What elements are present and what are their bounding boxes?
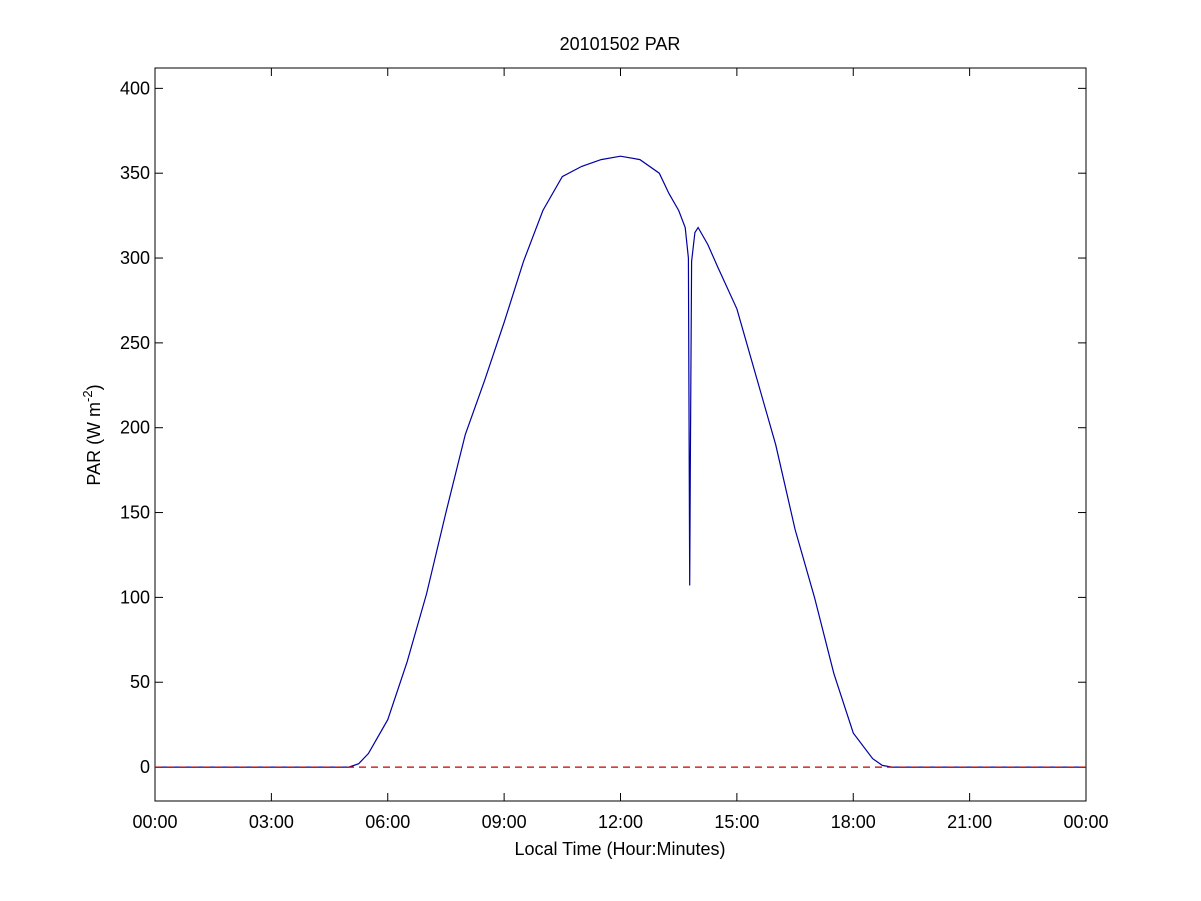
x-tick-label: 03:00	[249, 812, 294, 832]
x-tick-label: 15:00	[714, 812, 759, 832]
y-tick-label: 200	[120, 418, 150, 438]
x-tick-label: 09:00	[482, 812, 527, 832]
y-tick-label: 300	[120, 248, 150, 268]
y-tick-label: 400	[120, 78, 150, 98]
series-layer	[155, 155, 1086, 768]
x-tick-label: 06:00	[365, 812, 410, 832]
x-tick-label: 21:00	[947, 812, 992, 832]
plot-area	[154, 67, 1087, 802]
x-axis: 00:00 03:00 06:00 09:00 12:00 15:00 18:00 21:00…	[132, 68, 1109, 832]
chart-title: 20101502 PAR	[560, 34, 681, 54]
y-tick-label: 350	[120, 163, 150, 183]
y-tick-label: 50	[130, 672, 150, 692]
x-tick-label: 00:00	[1063, 812, 1108, 832]
y-tick-label: 250	[120, 333, 150, 353]
x-tick-label: 12:00	[598, 812, 643, 832]
y-tick-label: 100	[120, 587, 150, 607]
par-series-line	[155, 155, 1086, 768]
x-tick-label: 18:00	[831, 812, 876, 832]
x-tick-label: 00:00	[132, 812, 177, 832]
x-axis-label: Local Time (Hour:Minutes)	[514, 839, 725, 859]
y-axis: 0 50 100 150 200 250 300 350 400	[120, 78, 1086, 777]
y-tick-label: 0	[140, 757, 150, 777]
y-axis-label: PAR (W m-2)	[80, 384, 104, 485]
y-tick-label: 150	[120, 503, 150, 523]
